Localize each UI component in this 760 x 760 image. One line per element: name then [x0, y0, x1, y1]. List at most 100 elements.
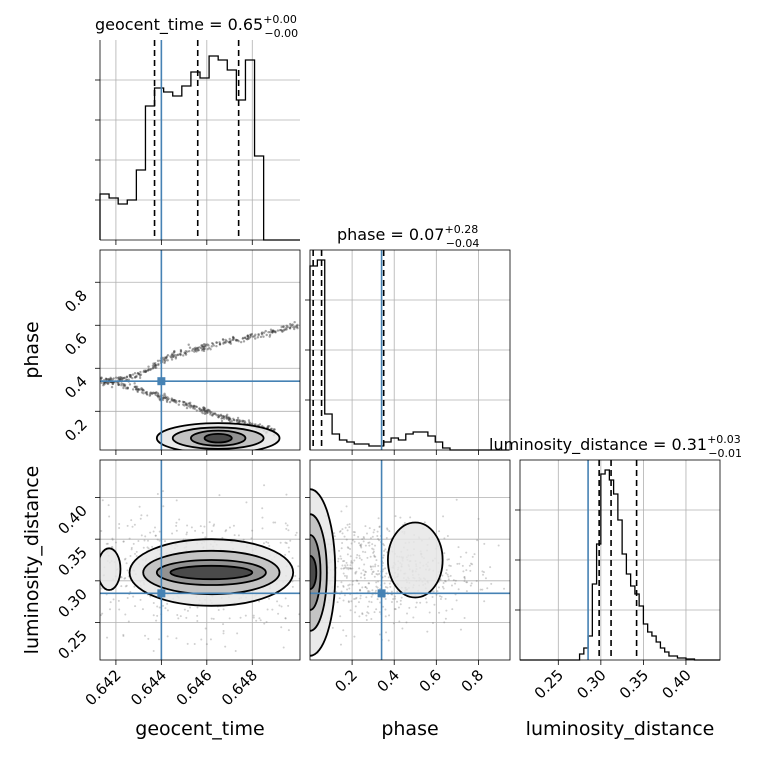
scatter-point [481, 588, 484, 591]
scatter-point [149, 595, 152, 598]
scatter-point [217, 415, 220, 419]
y-tick-label: 0.6 [61, 329, 91, 359]
scatter-point [333, 532, 336, 535]
scatter-point [290, 536, 292, 538]
scatter-point [105, 542, 108, 545]
pair-panel-geocent_time-luminosity_distance [45, 459, 360, 665]
scatter-point [201, 345, 205, 348]
scatter-point [166, 602, 169, 605]
scatter-point [123, 384, 127, 388]
scatter-point [122, 540, 125, 543]
scatter-point [45, 556, 47, 558]
scatter-point [178, 400, 181, 403]
scatter-point [172, 398, 176, 402]
scatter-point [470, 582, 473, 585]
scatter-point [175, 521, 178, 524]
scatter-point [399, 516, 402, 519]
scatter-point [209, 411, 212, 415]
scatter-point [154, 364, 157, 368]
scatter-point [146, 546, 149, 549]
scatter-point [232, 417, 235, 421]
scatter-point [152, 391, 155, 394]
scatter-point [175, 399, 178, 403]
scatter-point [248, 422, 252, 425]
scatter-point [445, 572, 448, 575]
scatter-point [149, 531, 152, 534]
scatter-point [386, 586, 389, 589]
scatter-point [489, 566, 492, 569]
scatter-point [103, 381, 106, 385]
scatter-point [339, 643, 342, 646]
scatter-point [249, 333, 252, 337]
scatter-point [212, 344, 216, 347]
scatter-point [373, 554, 376, 557]
scatter-point [270, 598, 272, 600]
scatter-point [469, 584, 472, 587]
scatter-point [280, 548, 282, 550]
scatter-point [207, 344, 210, 347]
scatter-point [132, 542, 135, 545]
scatter-point [388, 530, 391, 533]
scatter-point [78, 577, 80, 579]
scatter-point [198, 409, 201, 412]
scatter-point [225, 415, 228, 419]
scatter-point [111, 546, 114, 549]
scatter-point [354, 611, 357, 614]
scatter-point [141, 389, 145, 392]
scatter-point [129, 374, 133, 377]
scatter-point [121, 377, 124, 380]
scatter-point [255, 619, 258, 622]
scatter-point [131, 373, 135, 376]
scatter-point [286, 325, 290, 329]
scatter-point [92, 567, 94, 569]
scatter-point [229, 340, 232, 344]
scatter-point [194, 405, 198, 408]
scatter-point [203, 525, 206, 528]
scatter-point [463, 617, 466, 620]
scatter-point [149, 368, 152, 372]
scatter-point [358, 571, 360, 573]
scatter-point [87, 578, 89, 580]
scatter-point [353, 540, 356, 543]
scatter-point [346, 553, 349, 556]
scatter-point [109, 601, 112, 604]
scatter-point [442, 515, 445, 518]
scatter-point [149, 393, 152, 396]
scatter-point [298, 613, 300, 616]
scatter-point [140, 514, 143, 517]
scatter-point [175, 524, 178, 527]
scatter-point [403, 522, 406, 525]
scatter-point [363, 573, 366, 576]
scatter-point [232, 524, 235, 527]
scatter-point [382, 561, 385, 564]
scatter-point [194, 529, 197, 532]
scatter-point [250, 332, 254, 336]
scatter-point [454, 579, 457, 582]
scatter-point [154, 526, 157, 529]
x-tick-label: 0.40 [658, 666, 694, 702]
scatter-point [138, 376, 142, 380]
scatter-point [104, 377, 108, 380]
scatter-point [449, 574, 452, 577]
scatter-point [342, 629, 345, 632]
scatter-point [224, 645, 227, 648]
scatter-point [269, 328, 273, 331]
scatter-point [242, 419, 245, 423]
scatter-point [259, 619, 262, 622]
scatter-point [444, 617, 447, 620]
scatter-point [350, 561, 353, 564]
scatter-point [433, 603, 436, 606]
scatter-point [361, 538, 364, 541]
scatter-point [252, 616, 255, 619]
scatter-point [144, 391, 148, 394]
scatter-point [271, 329, 275, 333]
scatter-point [342, 585, 345, 588]
scatter-point [120, 585, 123, 588]
scatter-point [283, 328, 286, 331]
scatter-point [359, 545, 362, 548]
scatter-point [232, 336, 235, 340]
scatter-point [218, 343, 222, 346]
scatter-point [131, 376, 134, 380]
scatter-point [168, 400, 172, 404]
